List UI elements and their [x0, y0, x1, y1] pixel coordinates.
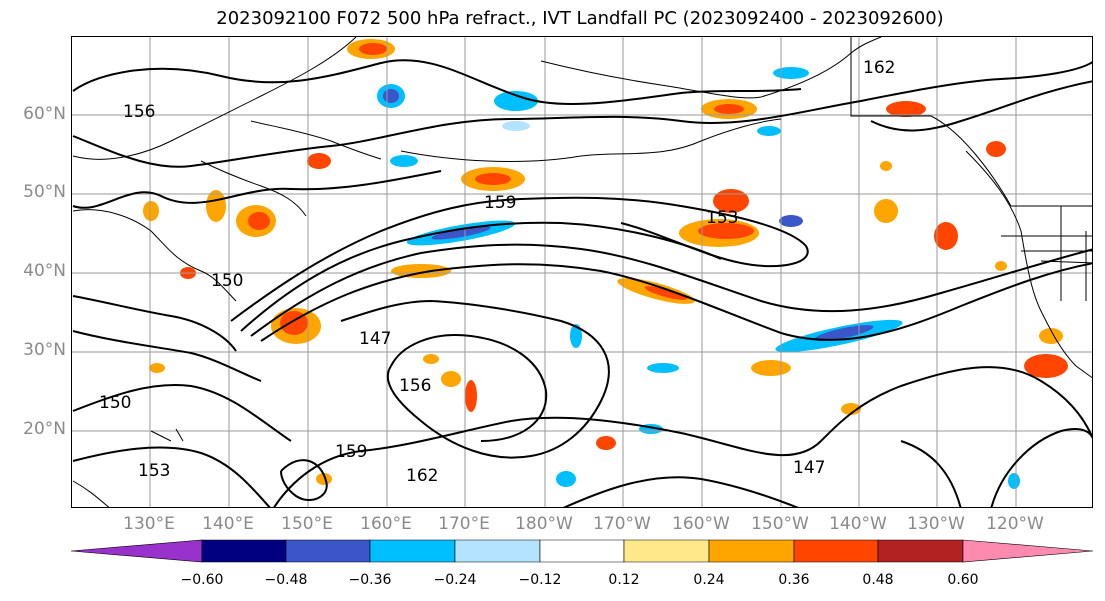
lon-label-160e: 160°E	[360, 514, 412, 534]
contour-label: 159	[484, 193, 516, 213]
contour-label: 162	[406, 466, 438, 486]
shade-blob	[596, 436, 616, 450]
colorbar-tick: 0.60	[947, 572, 979, 588]
shade-blob	[359, 43, 387, 55]
shade-blob	[751, 360, 791, 376]
colorbar-tick: 0.36	[778, 572, 810, 588]
lon-label-150e: 150°E	[281, 514, 333, 534]
shade-blob	[149, 363, 165, 373]
map-canvas: 156 159 162 150 153 147 156 159 162 153 …	[72, 37, 1092, 507]
colorbar-segment	[877, 539, 964, 563]
shade-blob	[206, 190, 226, 222]
contour-label: 150	[211, 271, 243, 291]
shade-blob	[316, 473, 332, 485]
shade-blob	[995, 261, 1007, 271]
shade-blob	[475, 173, 511, 185]
shade-blob	[644, 286, 688, 300]
shade-blob	[1008, 473, 1020, 489]
contour-label: 153	[138, 461, 170, 481]
shade-blob	[713, 189, 749, 213]
lon-label-130e: 130°E	[123, 514, 175, 534]
coastlines	[72, 37, 1092, 507]
shade-blob	[757, 126, 781, 136]
shade-blob	[494, 91, 538, 111]
shade-blob	[556, 471, 576, 487]
colorbar-tick: −0.36	[348, 572, 392, 588]
shaded-anomaly-layer	[143, 39, 1068, 489]
lon-label-140e: 140°E	[202, 514, 254, 534]
shade-blob	[391, 264, 451, 278]
contour-label: 147	[359, 329, 391, 349]
shade-blob	[441, 371, 461, 387]
shade-blob	[886, 101, 926, 117]
shade-blob	[880, 161, 892, 171]
colorbar-segment	[623, 539, 710, 563]
shade-blob	[248, 212, 270, 230]
colorbar-tick: −0.60	[180, 572, 224, 588]
colorbar-tick: −0.24	[433, 572, 477, 588]
lon-label-180w: 180°W	[515, 514, 573, 534]
contour-label: 150	[99, 393, 131, 413]
shade-blob	[465, 380, 477, 412]
colorbar-segment	[201, 539, 287, 563]
colorbar-segment	[454, 539, 541, 563]
colorbar-segment	[285, 539, 371, 563]
lon-label-140w: 140°W	[829, 514, 887, 534]
lat-label-60n: 60°N	[23, 104, 66, 124]
lon-label-120w: 120°W	[986, 514, 1044, 534]
lon-label-170w: 170°W	[593, 514, 651, 534]
lon-label-170e: 170°E	[438, 514, 490, 534]
shade-blob	[714, 104, 744, 114]
shade-blob	[986, 141, 1006, 157]
contour-label-layer: 156 159 162 150 153 147 156 159 162 153 …	[99, 58, 895, 486]
shade-blob	[1039, 328, 1063, 344]
shade-blob	[570, 324, 582, 348]
lat-label-50n: 50°N	[23, 182, 66, 202]
colorbar-segment	[708, 539, 795, 563]
colorbar-tick: 0.12	[608, 572, 640, 588]
contour-label: 147	[793, 458, 825, 478]
contour-label: 162	[863, 58, 895, 78]
shade-blob	[431, 226, 491, 240]
shade-blob	[934, 222, 958, 250]
colorbar-segment	[793, 539, 879, 563]
lat-label-30n: 30°N	[23, 340, 66, 360]
contour-label: 153	[706, 208, 738, 228]
colorbar-tick: −0.12	[518, 572, 562, 588]
contour-label: 156	[123, 102, 155, 122]
shade-blob	[1024, 354, 1068, 378]
colorbar-tick: −0.48	[264, 572, 308, 588]
contour-label: 159	[335, 442, 367, 462]
map-panel: 156 159 162 150 153 147 156 159 162 153 …	[71, 36, 1093, 508]
lat-label-40n: 40°N	[23, 261, 66, 281]
shade-blob	[698, 223, 754, 239]
lon-label-150w: 150°W	[751, 514, 809, 534]
colorbar-segment	[962, 539, 1094, 563]
shade-blob	[779, 215, 803, 227]
shade-blob	[143, 201, 159, 221]
map-title: 2023092100 F072 500 hPa refract., IVT La…	[216, 8, 944, 29]
shade-blob	[773, 67, 809, 79]
colorbar-segments	[70, 539, 1094, 563]
colorbar-tick: 0.48	[862, 572, 894, 588]
shade-blob	[647, 363, 679, 373]
colorbar	[70, 539, 1094, 563]
graticule	[72, 37, 1092, 507]
colorbar-segment	[539, 539, 625, 563]
lon-label-160w: 160°W	[672, 514, 730, 534]
colorbar-segment	[70, 539, 203, 563]
colorbar-tick: 0.24	[693, 572, 725, 588]
lon-label-130w: 130°W	[907, 514, 965, 534]
shade-blob	[502, 121, 530, 131]
shade-blob	[390, 155, 418, 167]
shade-blob	[383, 89, 399, 103]
contour-label: 156	[399, 376, 431, 396]
shade-blob	[423, 354, 439, 364]
shade-blob	[874, 199, 898, 223]
refractivity-contours	[72, 59, 1092, 507]
colorbar-segment	[369, 539, 456, 563]
shade-blob	[841, 403, 861, 415]
lat-label-20n: 20°N	[23, 419, 66, 439]
shade-blob	[307, 153, 331, 169]
